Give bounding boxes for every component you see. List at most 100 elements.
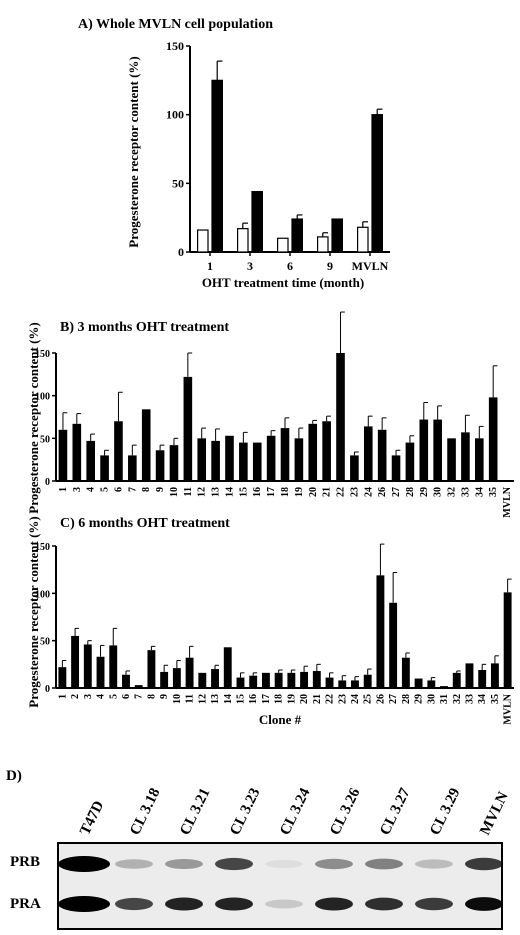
bar [325,677,334,688]
y-tick-label: 100 [166,108,184,122]
x-tick-label: 6 [113,487,124,492]
bar [461,432,470,481]
x-tick-label: 35 [490,694,501,704]
bar [172,668,181,688]
band-pra [265,899,303,909]
panel-a-title: A) Whole MVLN cell population [78,17,273,32]
x-tick-label: 10 [169,487,180,497]
band-prb [115,859,153,869]
panel-a-plot: 0 50 100 150 1 3 6 9 MVLN [166,39,390,273]
x-tick-label: 7 [127,487,138,492]
bar [96,656,105,688]
bar [371,114,383,253]
bar [183,376,193,481]
x-tick-label: 11 [185,694,196,703]
x-tick-label: 23 [337,694,348,704]
x-tick-label: 22 [325,694,336,704]
lane-label: MVLN [477,789,512,837]
blot-bands [58,856,503,912]
x-tick-label: 28 [405,487,416,497]
bar [211,440,220,481]
bar [160,671,169,688]
x-tick-label: 4 [86,487,97,492]
y-tick-label: 100 [35,392,50,403]
x-tick-label: 14 [223,694,234,704]
panel-a-x-label: OHT treatment time (month) [202,275,364,290]
x-tick-label: 18 [274,694,285,704]
x-tick-label: 32 [447,487,458,497]
x-tick-label: 31 [439,694,450,704]
y-tick-label: 50 [172,176,184,190]
x-tick-label: 34 [477,694,488,704]
bar [488,397,498,481]
x-tick-label: 5 [100,487,111,492]
x-tick-label: 25 [363,694,374,704]
bar [401,657,410,688]
bar [391,455,401,481]
band-label-prb: PRB [10,854,40,870]
bar [83,644,92,688]
x-tick-label: 26 [375,694,386,704]
bar [249,675,258,688]
x-tick-label: 13 [211,487,222,497]
bar [300,671,309,688]
y-tick-label: 0 [178,245,184,259]
bar [197,438,207,481]
bar [197,229,209,253]
bar [427,680,436,688]
bar [237,228,249,253]
y-tick-label: 150 [166,39,184,53]
x-tick-label: 11 [183,487,194,496]
lane-label: CL 3.27 [377,785,414,837]
bar [351,680,359,688]
x-tick-label: 28 [401,694,412,704]
bar [419,419,429,481]
lane-label: T47D [77,798,107,837]
x-tick-label: 15 [238,487,249,497]
bar [72,423,82,481]
panel-c-x-label: Clone # [259,712,302,727]
x-tick-label: MVLN [503,693,514,724]
x-tick-label: 15 [235,694,246,704]
x-tick-label: 12 [197,694,208,704]
bar [185,657,194,688]
x-tick-label: 3 [72,487,83,492]
x-tick-label: 7 [134,694,145,699]
bar [58,667,67,688]
bar [294,438,304,481]
bar [440,686,448,688]
bar [338,680,347,688]
lane-label: CL 3.26 [327,785,364,837]
x-tick-label: 26 [377,487,388,497]
x-tick-label: 9 [159,694,170,699]
panel-d-western-blot: D) T47D CL 3.18 CL 3.21 CL 3.23 CL 3.24 CL 3.… [6,768,512,930]
bar [503,592,512,688]
band-prb [465,857,503,871]
x-tick-label: 16 [252,487,263,497]
band-prb [415,859,453,869]
x-tick-label: 19 [286,694,297,704]
blot-membrane [57,842,503,930]
bar [122,674,130,688]
bar [128,455,137,481]
y-tick-label: 0 [45,684,50,695]
panel-b-y-label: Progesterone receptor content (%) [26,322,41,513]
band-pra [315,897,353,911]
bar [236,677,245,688]
band-prb [165,858,203,870]
bar [141,409,151,481]
x-tick-label: 14 [224,487,235,497]
bar [317,236,329,253]
x-tick-label: 10 [172,694,183,704]
y-tick-label: 0 [45,477,50,488]
bar [465,663,474,688]
x-tick-label: 8 [146,694,157,699]
x-tick-label: 33 [464,694,475,704]
bar [389,602,398,688]
bar [266,435,276,481]
bar [363,674,372,688]
bar [274,672,283,688]
x-tick-label: 33 [460,487,471,497]
